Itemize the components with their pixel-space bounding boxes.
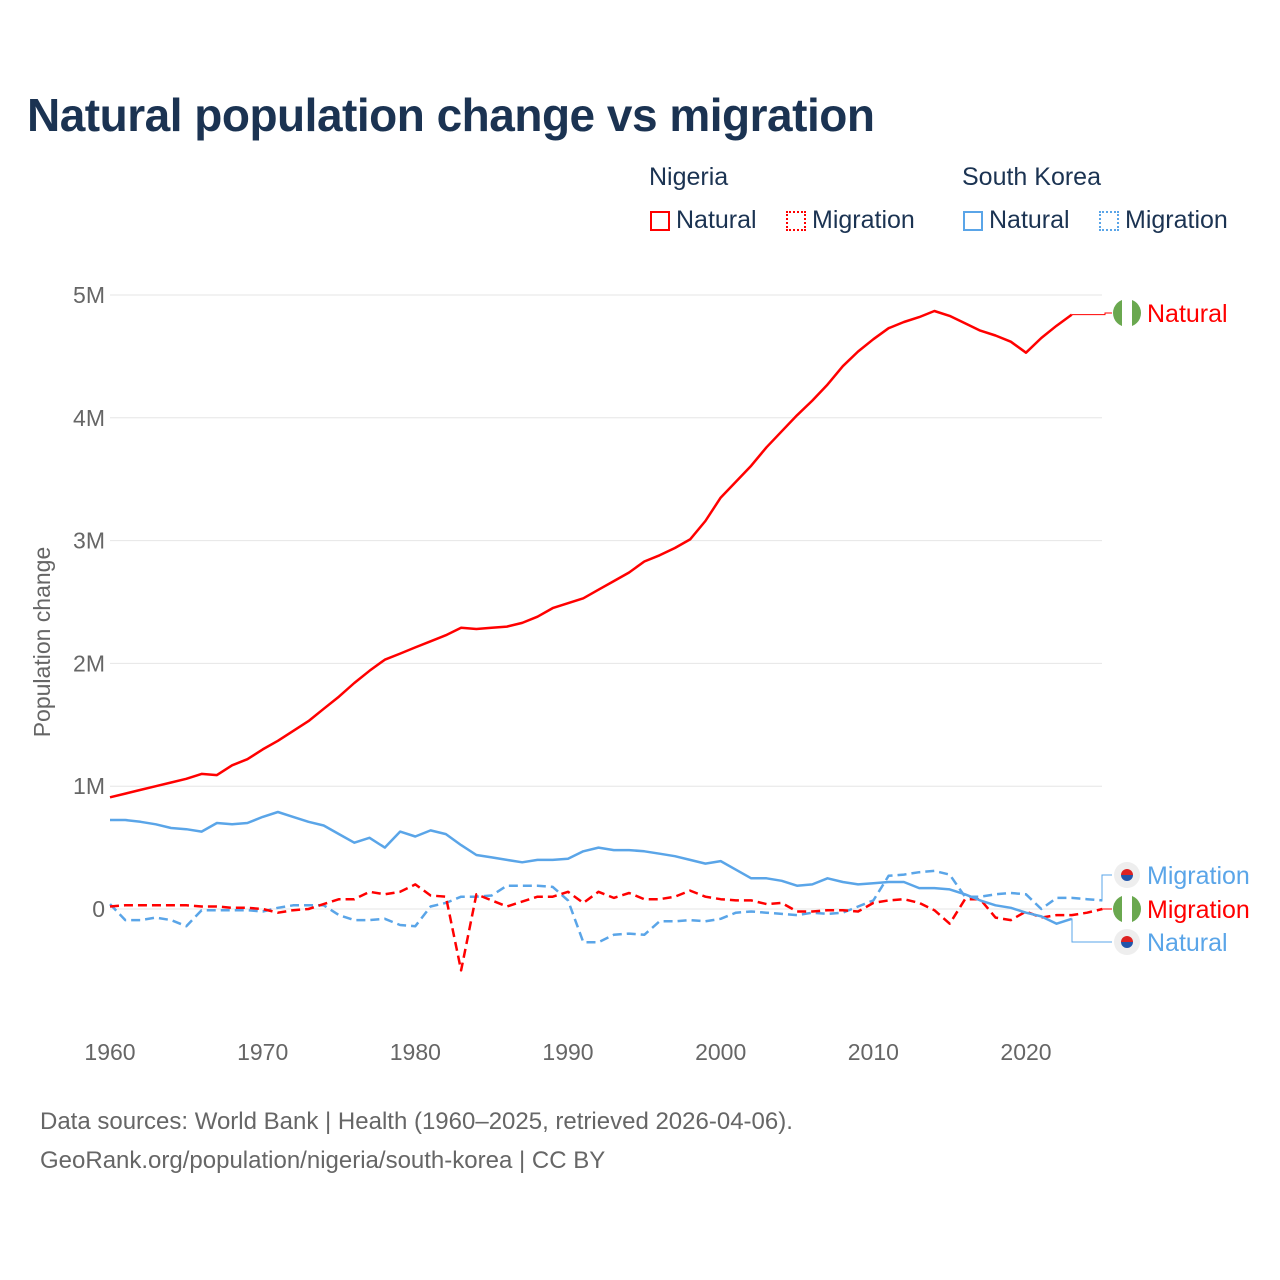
series-line-nigeria-migration	[109, 883, 1103, 972]
source-line-2[interactable]: GeoRank.org/population/nigeria/south-kor…	[40, 1147, 606, 1174]
x-tick-label: 2020	[1000, 1039, 1051, 1065]
y-tick-label: 2M	[73, 650, 105, 676]
end-label-kr-natural: Natural	[1147, 929, 1228, 957]
legend-swatch-dotted	[786, 210, 806, 231]
nigeria-flag-stripe	[1122, 895, 1132, 923]
y-tick-label: 5M	[73, 282, 105, 308]
flag-taeguk-red	[1121, 936, 1133, 942]
legend-group-nigeria: Nigeria	[649, 163, 729, 191]
legend-kr-migration[interactable]: Migration	[1099, 206, 1228, 235]
x-tick-label: 2000	[695, 1039, 746, 1065]
x-tick-label: 1960	[84, 1039, 135, 1065]
label-connector	[1071, 312, 1112, 316]
x-tick-label: 1980	[390, 1039, 441, 1065]
end-label-kr-migration: Migration	[1147, 862, 1250, 890]
x-tick-label: 2010	[848, 1039, 899, 1065]
legend-label: Migration	[1125, 206, 1228, 234]
label-connector	[1101, 874, 1112, 901]
y-axis-label: Population change	[29, 547, 55, 738]
legend-kr-natural[interactable]: Natural	[963, 206, 1070, 235]
legend-swatch-solid	[650, 210, 670, 231]
legend-label: Natural	[989, 206, 1070, 234]
y-tick-label: 4M	[73, 405, 105, 431]
series-line-south-korea-natural	[110, 810, 1073, 925]
legend-label: Natural	[676, 206, 757, 234]
x-tick-label: 1990	[542, 1039, 593, 1065]
series-line-south-korea-migration	[109, 869, 1103, 944]
legend-group-south-korea: South Korea	[962, 163, 1101, 191]
end-label-ng-natural: Natural	[1147, 300, 1228, 328]
flag-taeguk-red	[1121, 869, 1133, 875]
source-line-1: Data sources: World Bank | Health (1960–…	[40, 1108, 793, 1135]
legend-ng-natural[interactable]: Natural	[650, 206, 757, 235]
flag-taeguk-blue	[1121, 942, 1133, 948]
nigeria-flag-stripe	[1122, 299, 1132, 327]
label-connector	[1071, 918, 1112, 943]
y-tick-label: 0	[92, 896, 105, 922]
legend-swatch-dotted	[1099, 210, 1119, 231]
chart-title: Natural population change vs migration	[27, 89, 875, 141]
x-tick-label: 1970	[237, 1039, 288, 1065]
legend-ng-migration[interactable]: Migration	[786, 206, 915, 235]
end-label-ng-migration: Migration	[1147, 896, 1250, 924]
legend-label: Migration	[812, 206, 915, 234]
y-tick-label: 1M	[73, 773, 105, 799]
flag-taeguk-blue	[1121, 875, 1133, 881]
y-tick-label: 3M	[73, 528, 105, 554]
legend-swatch-solid	[963, 210, 983, 231]
series-line-nigeria-natural	[109, 309, 1073, 799]
